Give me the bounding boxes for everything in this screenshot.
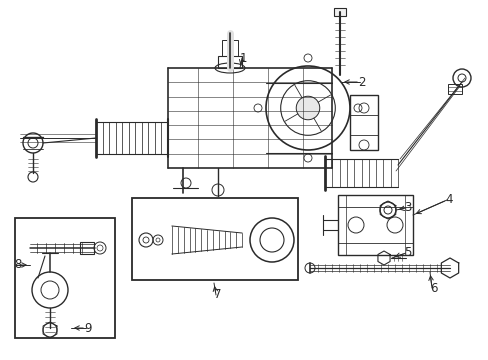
Text: 2: 2 (357, 76, 365, 89)
Text: 9: 9 (84, 321, 91, 334)
Bar (333, 8, 346, 16)
Bar (15, 218, 115, 338)
Text: 3: 3 (403, 202, 410, 215)
Bar (132, 198, 297, 280)
Bar (80, 242, 94, 254)
Text: 5: 5 (403, 247, 410, 260)
Text: 8: 8 (14, 258, 21, 271)
Bar (447, 84, 461, 94)
Text: 6: 6 (429, 282, 437, 294)
Text: 4: 4 (444, 193, 451, 207)
Bar (222, 40, 238, 56)
Bar (337, 195, 412, 255)
Text: 7: 7 (214, 288, 221, 301)
Bar (349, 95, 377, 150)
Text: 1: 1 (240, 51, 247, 64)
Circle shape (296, 96, 319, 120)
Bar (218, 56, 242, 68)
